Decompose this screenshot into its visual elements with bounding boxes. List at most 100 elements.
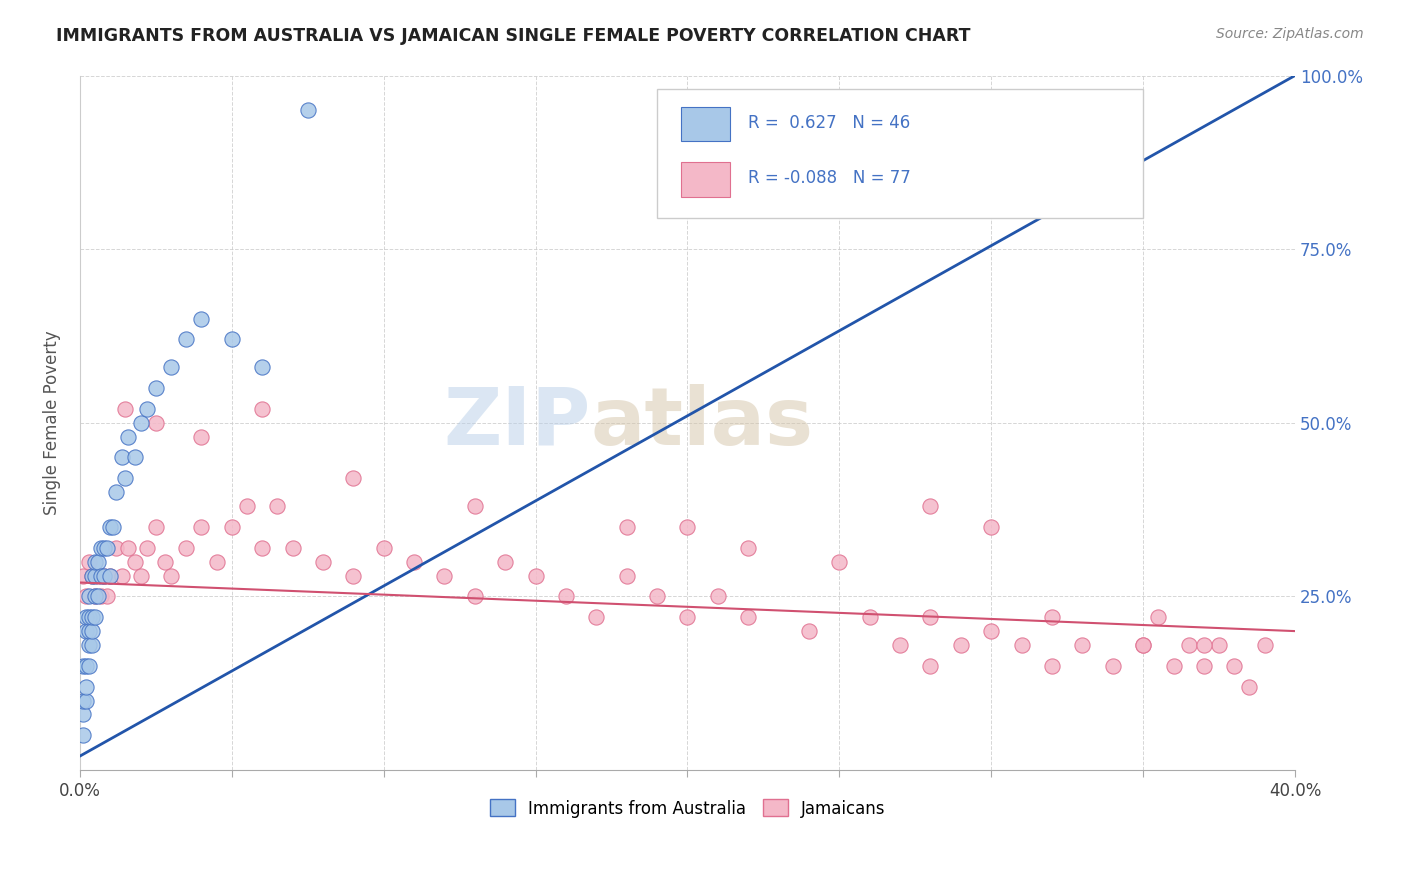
Point bbox=[135, 401, 157, 416]
Point bbox=[433, 568, 456, 582]
Point bbox=[920, 658, 942, 673]
Point bbox=[174, 333, 197, 347]
Point bbox=[1163, 658, 1185, 673]
Point bbox=[77, 590, 100, 604]
FancyBboxPatch shape bbox=[657, 89, 1143, 218]
Point bbox=[117, 430, 139, 444]
Point bbox=[524, 568, 547, 582]
Point bbox=[266, 499, 288, 513]
Point bbox=[75, 590, 97, 604]
Point bbox=[84, 610, 107, 624]
Point bbox=[135, 541, 157, 555]
Point bbox=[859, 610, 882, 624]
Point bbox=[312, 555, 335, 569]
Point bbox=[96, 541, 118, 555]
Point bbox=[111, 568, 134, 582]
Point bbox=[77, 658, 100, 673]
Point bbox=[737, 541, 759, 555]
Point bbox=[190, 520, 212, 534]
Point bbox=[77, 638, 100, 652]
Point bbox=[93, 568, 115, 582]
Point bbox=[1101, 658, 1123, 673]
Point bbox=[84, 555, 107, 569]
Point bbox=[96, 590, 118, 604]
Point bbox=[111, 450, 134, 465]
Point bbox=[80, 568, 103, 582]
Point bbox=[1011, 638, 1033, 652]
Point bbox=[1223, 658, 1246, 673]
Point bbox=[464, 590, 486, 604]
Point bbox=[72, 728, 94, 742]
Point bbox=[105, 485, 128, 500]
Point bbox=[1132, 638, 1154, 652]
Point bbox=[676, 610, 699, 624]
Point bbox=[160, 360, 183, 375]
Text: ZIP: ZIP bbox=[443, 384, 591, 462]
Point bbox=[87, 568, 110, 582]
Point bbox=[616, 568, 638, 582]
Point bbox=[90, 568, 112, 582]
Point bbox=[555, 590, 578, 604]
Point bbox=[90, 541, 112, 555]
Point bbox=[221, 520, 243, 534]
Point bbox=[114, 401, 136, 416]
Point bbox=[77, 624, 100, 639]
Point bbox=[77, 610, 100, 624]
Point bbox=[250, 360, 273, 375]
Point bbox=[1239, 680, 1261, 694]
Point bbox=[645, 590, 668, 604]
Point bbox=[129, 568, 152, 582]
Point bbox=[114, 471, 136, 485]
Point bbox=[87, 590, 110, 604]
Point bbox=[342, 471, 364, 485]
Point bbox=[236, 499, 259, 513]
Point bbox=[145, 381, 167, 395]
Point bbox=[373, 541, 395, 555]
Point bbox=[84, 568, 107, 582]
Point bbox=[77, 555, 100, 569]
Point bbox=[1208, 638, 1230, 652]
Point bbox=[174, 541, 197, 555]
Point bbox=[153, 555, 176, 569]
Point bbox=[145, 520, 167, 534]
Point bbox=[145, 416, 167, 430]
Text: atlas: atlas bbox=[591, 384, 813, 462]
Point bbox=[1192, 638, 1215, 652]
Point bbox=[98, 568, 121, 582]
Point bbox=[105, 541, 128, 555]
Point bbox=[80, 638, 103, 652]
Point bbox=[117, 541, 139, 555]
Point bbox=[1177, 638, 1199, 652]
Point bbox=[205, 555, 228, 569]
Point bbox=[889, 638, 911, 652]
Point bbox=[98, 568, 121, 582]
Point bbox=[84, 590, 107, 604]
Point bbox=[84, 590, 107, 604]
Point bbox=[75, 658, 97, 673]
Point bbox=[250, 401, 273, 416]
Point bbox=[494, 555, 516, 569]
Point bbox=[281, 541, 304, 555]
Point bbox=[80, 610, 103, 624]
Point bbox=[221, 333, 243, 347]
Point bbox=[93, 568, 115, 582]
Point bbox=[72, 658, 94, 673]
Point bbox=[920, 499, 942, 513]
Point bbox=[342, 568, 364, 582]
Point bbox=[1253, 638, 1275, 652]
Text: Source: ZipAtlas.com: Source: ZipAtlas.com bbox=[1216, 27, 1364, 41]
Point bbox=[828, 555, 851, 569]
Point bbox=[1192, 658, 1215, 673]
Point bbox=[737, 610, 759, 624]
Point bbox=[160, 568, 183, 582]
Text: R =  0.627   N = 46: R = 0.627 N = 46 bbox=[748, 114, 911, 132]
Point bbox=[949, 638, 972, 652]
Point bbox=[1147, 610, 1170, 624]
Point bbox=[464, 499, 486, 513]
Point bbox=[103, 520, 125, 534]
Point bbox=[75, 624, 97, 639]
Point bbox=[585, 610, 607, 624]
Text: IMMIGRANTS FROM AUSTRALIA VS JAMAICAN SINGLE FEMALE POVERTY CORRELATION CHART: IMMIGRANTS FROM AUSTRALIA VS JAMAICAN SI… bbox=[56, 27, 970, 45]
Point bbox=[124, 555, 146, 569]
Point bbox=[797, 624, 820, 639]
